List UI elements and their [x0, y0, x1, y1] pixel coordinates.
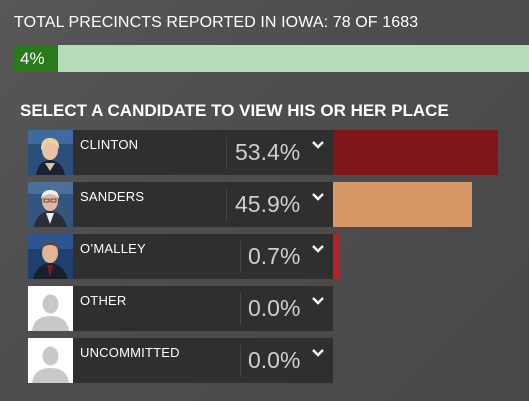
candidate-row-sanders[interactable]: SANDERS 45.9%: [28, 182, 508, 227]
candidate-card[interactable]: SANDERS 45.9%: [28, 182, 333, 227]
candidate-percentage: 0.0%: [248, 347, 301, 373]
candidate-card[interactable]: CLINTON 53.4%: [28, 130, 333, 175]
divider: [240, 293, 241, 325]
candidate-name: OTHER: [80, 293, 127, 308]
candidate-row-omalley[interactable]: O’MALLEY 0.7%: [28, 234, 508, 279]
candidate-photo-sanders: [28, 182, 73, 227]
candidate-card[interactable]: UNCOMMITTED 0.0%: [28, 338, 333, 383]
precincts-progress-bar: 4%: [14, 45, 529, 72]
precincts-reported-title: TOTAL PRECINCTS REPORTED IN IOWA: 78 OF …: [14, 14, 419, 31]
candidate-name: SANDERS: [80, 189, 145, 204]
precincts-progress-label: 4%: [20, 49, 45, 68]
placeholder-avatar-icon: [28, 286, 73, 331]
chevron-down-icon[interactable]: [311, 140, 325, 150]
divider: [226, 137, 227, 169]
candidate-name: O’MALLEY: [80, 241, 146, 256]
candidate-photo-omalley: [28, 234, 73, 279]
candidate-name: UNCOMMITTED: [80, 345, 180, 360]
vote-bar: [333, 234, 339, 279]
placeholder-avatar-icon: [28, 338, 73, 383]
precincts-progress-fill: [14, 45, 58, 72]
candidate-list: CLINTON 53.4%: [28, 130, 508, 390]
vote-bar: [333, 182, 472, 227]
divider: [240, 345, 241, 377]
candidate-percentage: 53.4%: [235, 139, 301, 165]
candidate-name: CLINTON: [80, 137, 139, 152]
candidate-percentage: 45.9%: [235, 191, 301, 217]
candidate-percentage: 0.0%: [248, 295, 301, 321]
divider: [240, 241, 241, 273]
chevron-down-icon[interactable]: [311, 244, 325, 254]
candidate-row-uncommitted[interactable]: UNCOMMITTED 0.0%: [28, 338, 508, 383]
candidate-row-clinton[interactable]: CLINTON 53.4%: [28, 130, 508, 175]
vote-bar: [333, 130, 498, 175]
section-title: SELECT A CANDIDATE TO VIEW HIS OR HER PL…: [20, 101, 449, 120]
chevron-down-icon[interactable]: [311, 192, 325, 202]
candidate-card[interactable]: O’MALLEY 0.7%: [28, 234, 333, 279]
candidate-row-other[interactable]: OTHER 0.0%: [28, 286, 508, 331]
candidate-photo-clinton: [28, 130, 73, 175]
chevron-down-icon[interactable]: [311, 296, 325, 306]
candidate-percentage: 0.7%: [248, 243, 301, 269]
chevron-down-icon[interactable]: [311, 348, 325, 358]
candidate-card[interactable]: OTHER 0.0%: [28, 286, 333, 331]
divider: [226, 189, 227, 221]
